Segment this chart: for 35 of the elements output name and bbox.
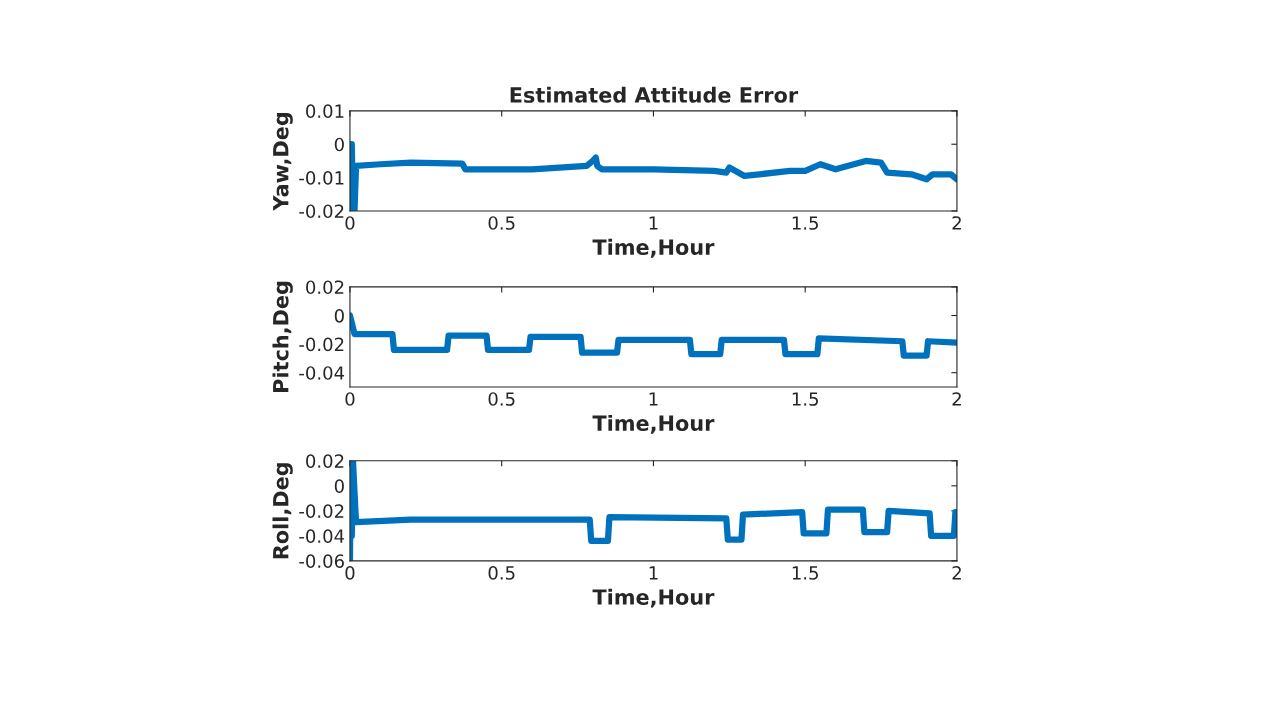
y-tick-label: -0.06 — [299, 554, 344, 568]
y-tick-label: -0.02 — [299, 504, 344, 518]
y-tick-label: -0.04 — [299, 529, 345, 543]
y-tick-label: -0.02 — [299, 337, 344, 352]
x-tick-label: 1.5 — [792, 566, 818, 580]
x-tick-label: 2 — [952, 216, 961, 230]
x-tick-label: 2 — [952, 566, 961, 580]
x-tick-label: 0.5 — [488, 392, 515, 406]
y-axis-title: Pitch,Deg — [272, 281, 293, 392]
x-tick-label: 0.5 — [488, 566, 515, 580]
x-tick-label: 0.5 — [488, 216, 515, 230]
x-tick-label: 1.5 — [792, 216, 818, 230]
x-axis-title: Time,Hour — [592, 588, 715, 608]
y-tick-label: -0.01 — [299, 171, 344, 185]
x-tick-label: 0 — [345, 216, 355, 230]
x-tick-label: 1 — [649, 566, 658, 580]
x-tick-label: 0 — [345, 392, 355, 406]
y-axis-title: Yaw,Deg — [273, 112, 293, 211]
x-tick-label: 0 — [345, 566, 355, 580]
y-axis-title: Roll,Deg — [272, 463, 293, 559]
y-tick-label: 0.01 — [306, 104, 344, 118]
y-tick-label: 0.02 — [306, 280, 344, 295]
y-tick-label: -0.02 — [299, 204, 344, 219]
x-tick-label: 1 — [649, 216, 658, 230]
x-axis-title: Time,Hour — [592, 238, 715, 258]
y-tick-label: 0.02 — [306, 454, 344, 468]
chart-title: Estimated Attitude Error — [510, 86, 799, 103]
y-tick-label: 0 — [334, 479, 344, 493]
y-tick-label: 0 — [334, 308, 344, 323]
x-tick-label: 1 — [649, 392, 658, 406]
x-tick-label: 2 — [952, 392, 961, 406]
y-tick-label: -0.04 — [299, 366, 345, 380]
y-tick-label: 0 — [334, 137, 344, 152]
x-tick-label: 1.5 — [792, 392, 818, 406]
x-axis-title: Time,Hour — [592, 414, 715, 434]
